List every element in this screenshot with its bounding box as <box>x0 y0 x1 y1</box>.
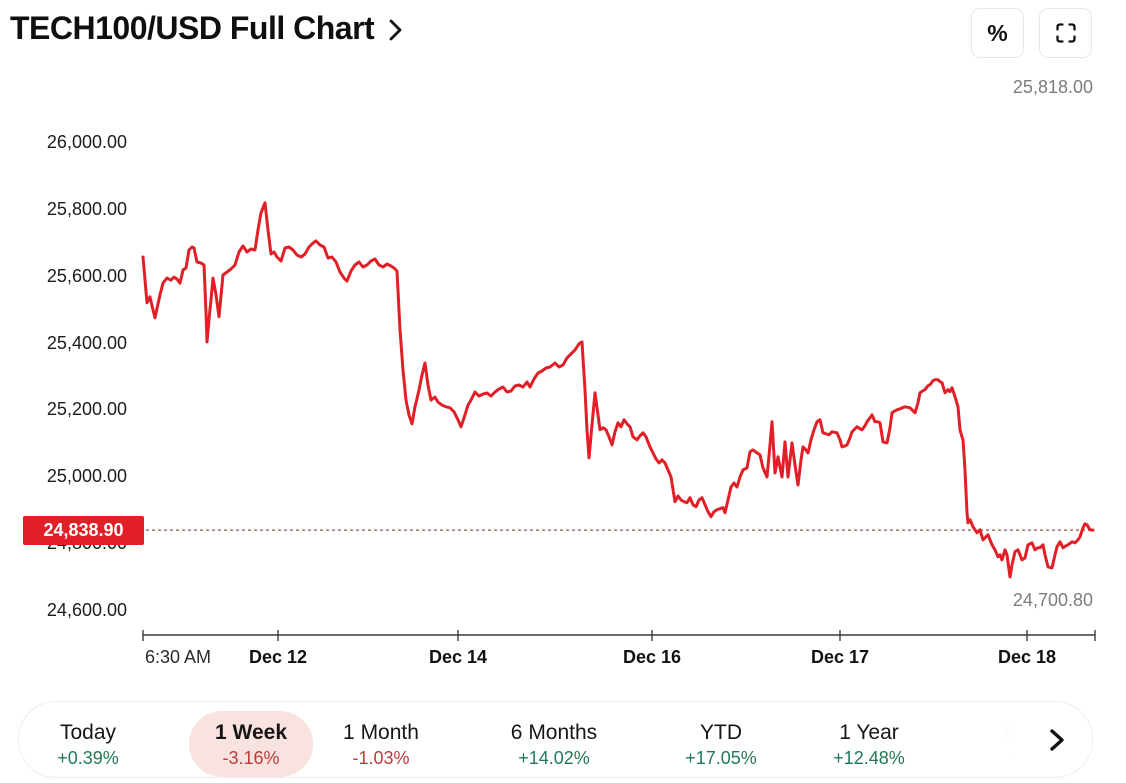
period-tab-1-year[interactable]: 1 Year +12.48% <box>807 711 931 777</box>
period-fade-overlay <box>936 703 1091 776</box>
current-price-badge: 24,838.90 <box>23 516 144 545</box>
y-axis-tick-label: 25,400.00 <box>46 332 127 353</box>
period-tab-label: 1 Month <box>343 720 419 744</box>
page-title: TECH100/USD Full Chart <box>10 10 375 46</box>
x-axis-tick-label: Dec 14 <box>428 647 488 667</box>
y-axis-tick-label: 26,000.00 <box>46 132 127 152</box>
period-tab-change: +12.48% <box>833 747 905 768</box>
period-tab-label: YTD <box>700 720 742 744</box>
period-selector: Today +0.39% 1 Week -3.16% 1 Month -1.03% 6 Mo… <box>18 701 1093 778</box>
y-axis-tick-label: 25,600.00 <box>46 265 127 286</box>
period-tab-label: Today <box>59 720 117 744</box>
period-tab-change: +0.39% <box>57 747 119 768</box>
period-tab-1-month[interactable]: 1 Month -1.03% <box>317 711 445 777</box>
period-tab-label: 6 Months <box>510 720 598 744</box>
title-row: TECH100/USD Full Chart <box>10 10 403 47</box>
header: TECH100/USD Full Chart % <box>0 0 1126 70</box>
x-axis-tick-label: Dec 17 <box>810 647 870 667</box>
period-tab-change: +17.05% <box>685 747 757 768</box>
period-tab-6-months[interactable]: 6 Months +14.02% <box>485 711 623 777</box>
more-periods-button[interactable] <box>1036 702 1078 777</box>
chevron-right-icon[interactable] <box>388 17 403 43</box>
period-tab-ytd[interactable]: YTD +17.05% <box>659 711 783 777</box>
period-tab-change: +14.02% <box>518 747 590 768</box>
x-axis-tick-label: Dec 16 <box>622 647 682 667</box>
y-axis-tick-label: 25,200.00 <box>46 399 127 420</box>
percent-toggle-button[interactable]: % <box>971 8 1024 58</box>
period-tab-label: 1 Year <box>839 720 899 744</box>
x-axis-tick-label: Dec 12 <box>248 647 308 667</box>
x-axis-tick-label: 6:30 AM <box>145 647 212 667</box>
y-axis-tick-label: 25,000.00 <box>46 466 127 487</box>
period-tab-change: -1.03% <box>352 747 410 768</box>
period-tab-1-week[interactable]: 1 Week -3.16% <box>189 711 313 777</box>
price-line-series <box>141 201 1095 579</box>
period-tab-change: -3.16% <box>222 747 280 768</box>
period-high-label: 25,818.00 <box>1012 77 1093 97</box>
period-tab-label: 1 Week <box>215 720 287 744</box>
fullscreen-button[interactable] <box>1039 8 1092 58</box>
y-axis-tick-label: 25,800.00 <box>46 198 127 219</box>
y-axis-tick-label: 24,600.00 <box>46 600 127 620</box>
fullscreen-icon <box>1055 23 1076 43</box>
percent-icon: % <box>987 19 1008 46</box>
period-low-label: 24,700.80 <box>1012 590 1093 610</box>
x-axis-tick-label: Dec 18 <box>997 647 1057 667</box>
header-buttons: % <box>971 8 1092 58</box>
period-tab-today[interactable]: Today +0.39% <box>31 711 145 777</box>
chevron-right-icon <box>1050 728 1064 751</box>
